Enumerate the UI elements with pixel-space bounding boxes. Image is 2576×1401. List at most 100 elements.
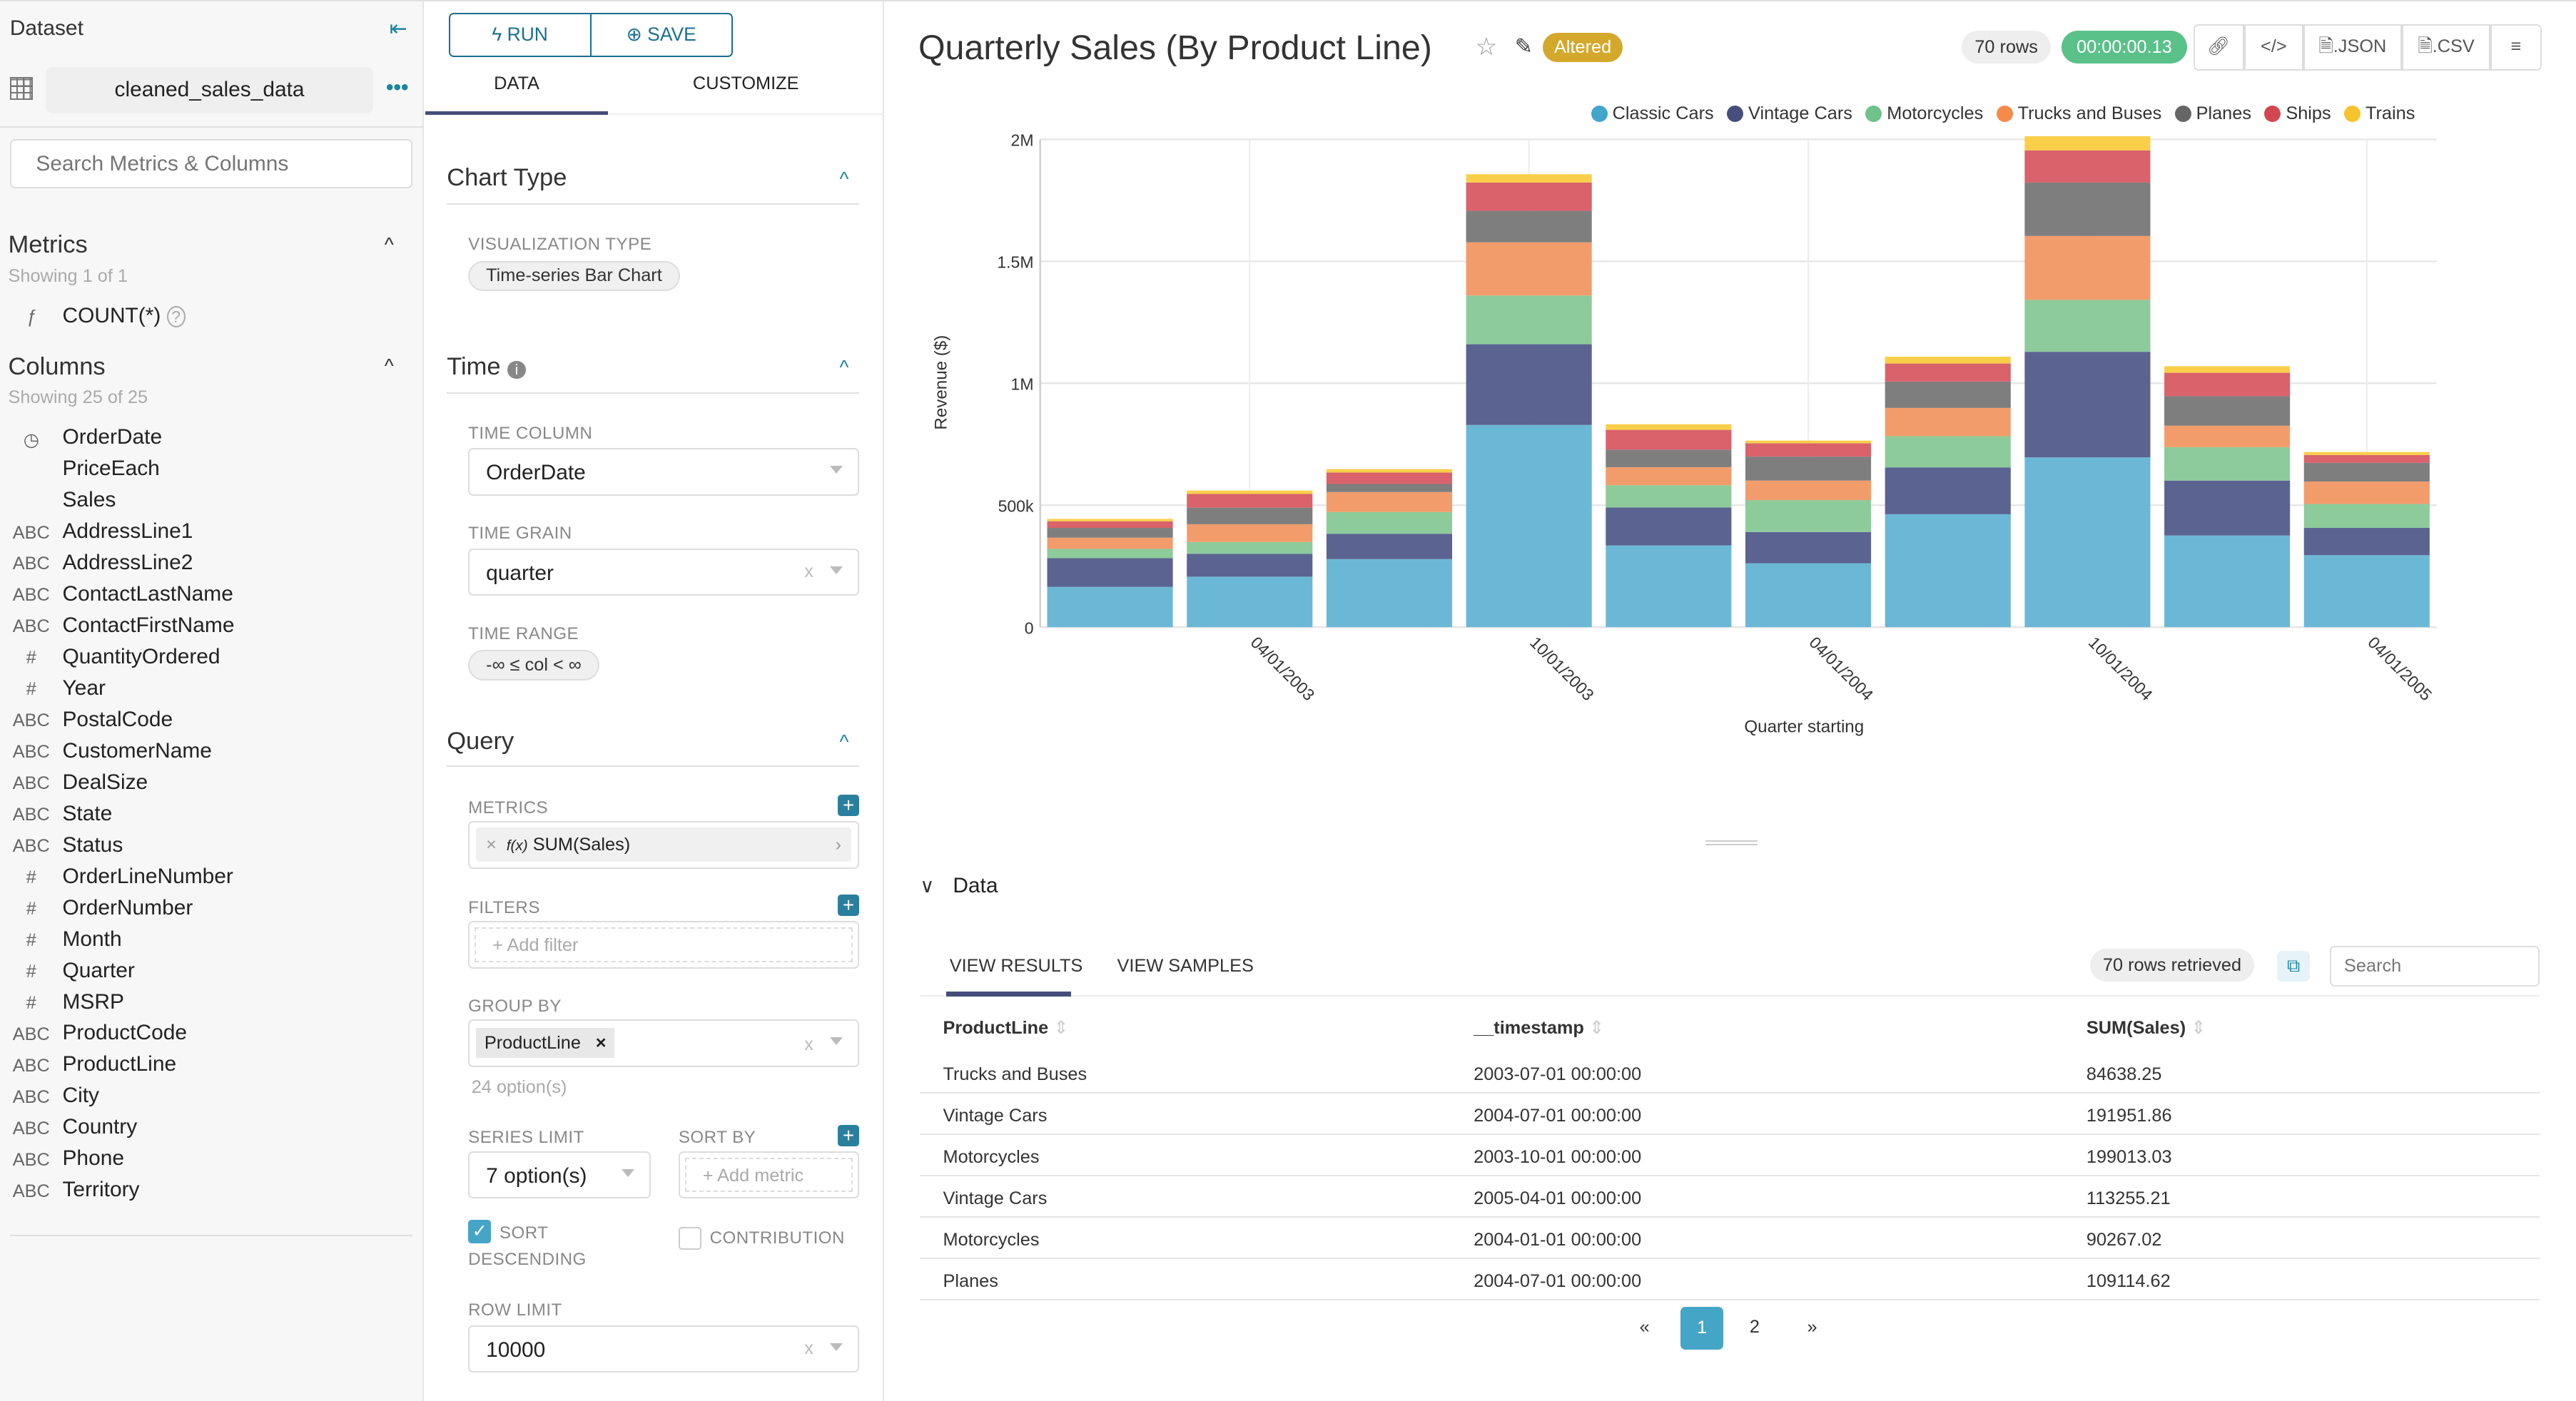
sort-icon[interactable]: ⇕ xyxy=(1053,1017,1069,1038)
column-header[interactable]: SUM(Sales) ⇕ xyxy=(2086,1017,2206,1039)
column-item[interactable]: Status xyxy=(62,832,123,857)
remove-icon[interactable]: × xyxy=(595,1032,607,1053)
column-item[interactable]: Month xyxy=(62,927,122,951)
tab-data[interactable]: DATA xyxy=(494,73,539,94)
time-title[interactable]: Time i xyxy=(447,353,526,381)
help-icon[interactable]: ? xyxy=(166,305,186,327)
legend-item[interactable]: Classic Cars xyxy=(1591,103,1714,124)
time-grain-select[interactable]: quarter x xyxy=(468,548,860,596)
column-item[interactable]: ContactFirstName xyxy=(62,613,235,637)
star-icon[interactable]: ☆ xyxy=(1475,33,1498,61)
legend-item[interactable]: Planes xyxy=(2174,103,2251,124)
metrics-section-title[interactable]: Metrics xyxy=(8,231,88,259)
legend-item[interactable]: Motorcycles xyxy=(1865,103,1983,124)
add-filter-button[interactable]: + Add filter xyxy=(475,927,853,962)
legend-item[interactable]: Trucks and Buses xyxy=(1996,103,2161,124)
tab-view-samples[interactable]: VIEW SAMPLES xyxy=(1117,955,1254,976)
csv-export-button[interactable]: 🗎.CSV xyxy=(2401,24,2491,71)
tab-view-results[interactable]: VIEW RESULTS xyxy=(949,955,1083,976)
add-sort-metric-button[interactable]: + Add metric xyxy=(684,1157,853,1192)
tab-customize[interactable]: CUSTOMIZE xyxy=(692,73,799,94)
link-button[interactable]: 🔗︎ xyxy=(2193,24,2244,71)
metrics-select[interactable]: × f(x) SUM(Sales) › xyxy=(468,820,860,869)
info-icon[interactable]: i xyxy=(507,360,526,379)
legend-item[interactable]: Vintage Cars xyxy=(1727,103,1852,124)
pagination-prev[interactable]: « xyxy=(1639,1317,1650,1338)
collapse-panel-icon[interactable]: ⇤ xyxy=(389,16,407,41)
pagination-next[interactable]: » xyxy=(1807,1317,1817,1338)
sort-icon[interactable]: ⇕ xyxy=(2191,1017,2206,1038)
column-item[interactable]: OrderDate xyxy=(62,424,163,449)
legend-item[interactable]: Ships xyxy=(2264,103,2331,124)
time-column-select[interactable]: OrderDate xyxy=(468,448,860,496)
column-header[interactable]: ProductLine ⇕ xyxy=(943,1017,1068,1039)
column-item[interactable]: ContactLastName xyxy=(62,581,233,606)
save-button[interactable]: ⊕ SAVE xyxy=(592,14,731,56)
legend-item[interactable]: Trains xyxy=(2344,103,2415,124)
group-by-select[interactable]: ProductLine × x xyxy=(468,1019,860,1068)
column-item[interactable]: Sales xyxy=(62,487,116,511)
chevron-up-icon[interactable]: ^ xyxy=(839,730,849,753)
chevron-right-icon[interactable]: › xyxy=(835,834,842,855)
search-metrics-columns-input[interactable] xyxy=(9,139,412,189)
chart-type-title[interactable]: Chart Type xyxy=(447,163,567,191)
dataset-name[interactable]: cleaned_sales_data xyxy=(46,67,373,113)
column-item[interactable]: ProductLine xyxy=(62,1052,177,1076)
chevron-up-icon[interactable]: ^ xyxy=(839,167,849,190)
run-button[interactable]: ϟ RUN xyxy=(450,14,592,56)
columns-section-title[interactable]: Columns xyxy=(8,352,106,380)
chevron-up-icon[interactable]: ^ xyxy=(384,233,394,255)
column-item[interactable]: Territory xyxy=(62,1178,140,1202)
edit-icon[interactable]: ✎ xyxy=(1514,35,1533,59)
sort-by-box[interactable]: + Add metric xyxy=(678,1151,860,1199)
column-item[interactable]: City xyxy=(62,1084,99,1108)
resize-handle[interactable] xyxy=(1705,840,1758,846)
column-item[interactable]: PostalCode xyxy=(62,707,173,731)
column-item[interactable]: CustomerName xyxy=(62,738,212,763)
filters-box[interactable]: + Add filter xyxy=(468,921,860,969)
add-filter-icon[interactable]: + xyxy=(838,895,860,917)
row-limit-select[interactable]: 10000 x xyxy=(468,1325,860,1373)
sort-icon[interactable]: ⇕ xyxy=(1588,1017,1605,1038)
metric-item[interactable]: COUNT(*) ? xyxy=(62,304,186,328)
column-item[interactable]: AddressLine1 xyxy=(62,519,193,543)
add-sort-icon[interactable]: + xyxy=(838,1124,860,1146)
column-item[interactable]: QuantityOrdered xyxy=(62,644,220,668)
clear-icon[interactable]: x xyxy=(804,1034,813,1054)
column-item[interactable]: PriceEach xyxy=(62,456,160,480)
altered-badge[interactable]: Altered xyxy=(1542,32,1623,63)
column-item[interactable]: Country xyxy=(62,1115,138,1139)
data-collapse-chevron-icon[interactable]: ∨ xyxy=(920,874,935,897)
embed-button[interactable]: </> xyxy=(2243,24,2303,71)
copy-icon[interactable]: ⧉ xyxy=(2276,950,2310,982)
column-item[interactable]: Year xyxy=(62,676,106,700)
column-item[interactable]: AddressLine2 xyxy=(62,550,193,574)
column-item[interactable]: Phone xyxy=(62,1146,124,1171)
time-range-pill[interactable]: -∞ ≤ col < ∞ xyxy=(468,650,599,681)
column-item[interactable]: OrderNumber xyxy=(62,895,193,919)
sort-descending-checkbox[interactable]: ✓ xyxy=(468,1220,492,1243)
page-1[interactable]: 1 xyxy=(1680,1307,1724,1350)
column-item[interactable]: State xyxy=(62,801,113,825)
column-item[interactable]: Quarter xyxy=(62,958,135,982)
data-section-title[interactable]: Data xyxy=(953,873,998,897)
group-by-chip[interactable]: ProductLine × xyxy=(476,1027,615,1059)
column-item[interactable]: MSRP xyxy=(62,989,124,1014)
results-search-input[interactable] xyxy=(2329,945,2540,987)
more-options-icon[interactable]: ••• xyxy=(386,75,409,99)
series-limit-select[interactable]: 7 option(s) xyxy=(468,1151,651,1199)
query-title[interactable]: Query xyxy=(447,727,514,755)
chevron-up-icon[interactable]: ^ xyxy=(384,354,394,377)
chevron-up-icon[interactable]: ^ xyxy=(839,356,849,379)
viz-type-pill[interactable]: Time-series Bar Chart xyxy=(468,260,680,291)
remove-icon[interactable]: × xyxy=(486,834,497,855)
page-2[interactable]: 2 xyxy=(1749,1317,1760,1338)
add-metric-icon[interactable]: + xyxy=(838,795,860,816)
contribution-checkbox[interactable] xyxy=(678,1226,702,1250)
clear-icon[interactable]: x xyxy=(804,1338,813,1358)
column-item[interactable]: ProductCode xyxy=(62,1021,188,1045)
clear-icon[interactable]: x xyxy=(804,561,813,581)
chart-title[interactable]: Quarterly Sales (By Product Line) xyxy=(918,28,1432,67)
column-item[interactable]: OrderLineNumber xyxy=(62,864,233,888)
column-header[interactable]: __timestamp ⇕ xyxy=(1474,1017,1604,1039)
